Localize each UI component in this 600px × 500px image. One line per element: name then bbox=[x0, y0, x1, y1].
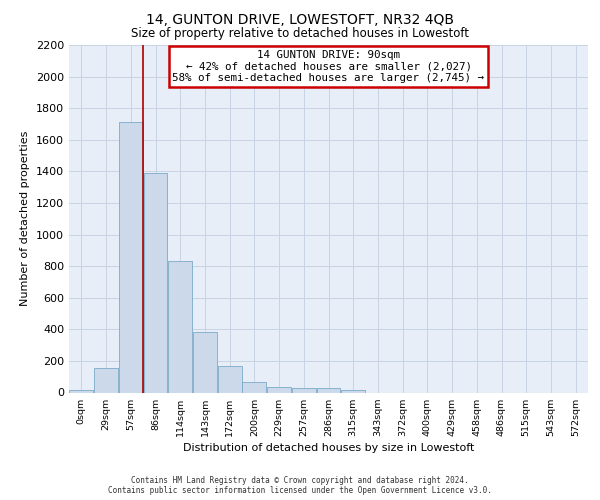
Bar bbox=[242, 382, 266, 392]
Bar bbox=[168, 262, 192, 392]
Bar bbox=[292, 388, 316, 392]
Bar bbox=[193, 332, 217, 392]
Bar bbox=[218, 366, 242, 392]
Y-axis label: Number of detached properties: Number of detached properties bbox=[20, 131, 31, 306]
Bar bbox=[119, 122, 143, 392]
Bar bbox=[143, 173, 167, 392]
Text: 14, GUNTON DRIVE, LOWESTOFT, NR32 4QB: 14, GUNTON DRIVE, LOWESTOFT, NR32 4QB bbox=[146, 12, 454, 26]
Text: Size of property relative to detached houses in Lowestoft: Size of property relative to detached ho… bbox=[131, 28, 469, 40]
Bar bbox=[317, 388, 340, 392]
X-axis label: Distribution of detached houses by size in Lowestoft: Distribution of detached houses by size … bbox=[183, 443, 474, 453]
Bar bbox=[70, 390, 94, 392]
Text: Contains HM Land Registry data © Crown copyright and database right 2024.
Contai: Contains HM Land Registry data © Crown c… bbox=[108, 476, 492, 495]
Bar bbox=[94, 368, 118, 392]
Bar bbox=[341, 390, 365, 392]
Text: 14 GUNTON DRIVE: 90sqm
← 42% of detached houses are smaller (2,027)
58% of semi-: 14 GUNTON DRIVE: 90sqm ← 42% of detached… bbox=[173, 50, 485, 84]
Bar bbox=[267, 387, 291, 392]
